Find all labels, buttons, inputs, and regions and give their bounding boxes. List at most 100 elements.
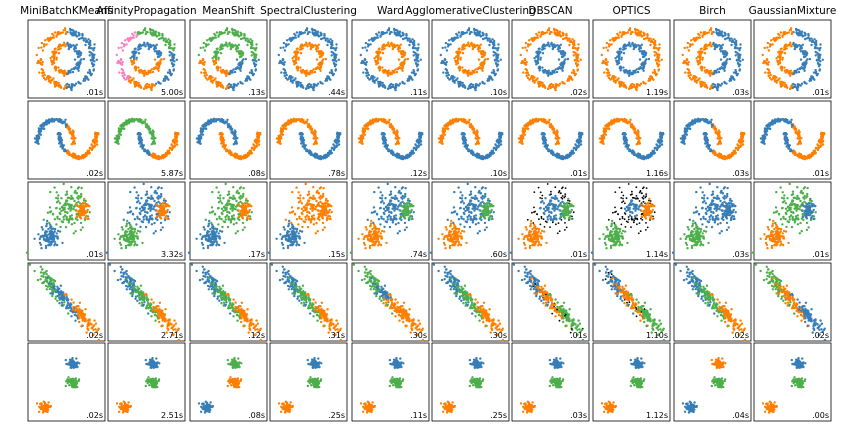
data-point	[535, 32, 538, 36]
data-point	[540, 48, 544, 51]
data-point	[64, 32, 68, 36]
data-point	[633, 46, 636, 49]
data-point	[497, 46, 500, 50]
data-point	[313, 137, 316, 140]
data-point	[722, 55, 726, 59]
data-point	[149, 29, 152, 32]
data-point	[548, 45, 551, 48]
data-point	[235, 58, 239, 61]
data-point	[798, 44, 801, 47]
data-point	[239, 80, 242, 84]
data-point	[621, 48, 625, 51]
data-point	[93, 141, 96, 145]
data-point	[548, 85, 551, 88]
data-point	[42, 45, 46, 48]
data-point	[401, 80, 404, 84]
data-point	[558, 47, 561, 50]
data-point	[709, 41, 712, 44]
data-point	[45, 43, 48, 46]
data-point	[56, 48, 60, 51]
data-point	[495, 62, 498, 65]
data-point	[719, 58, 723, 61]
data-point	[489, 75, 492, 79]
data-point	[152, 135, 155, 138]
data-point	[521, 46, 524, 50]
data-point	[157, 80, 160, 84]
data-point	[145, 31, 148, 34]
data-point	[72, 44, 75, 47]
data-point	[67, 69, 70, 73]
data-point	[606, 74, 609, 77]
data-point	[306, 118, 309, 122]
data-point	[408, 43, 411, 47]
data-point	[228, 72, 231, 76]
data-point	[576, 69, 579, 72]
data-point	[234, 29, 237, 32]
data-point	[447, 39, 451, 42]
data-point	[151, 34, 154, 37]
data-point	[132, 36, 135, 39]
data-point	[704, 44, 707, 47]
data-point	[657, 56, 660, 59]
data-point	[417, 43, 420, 46]
data-point	[313, 34, 316, 37]
data-point	[207, 119, 210, 122]
data-point	[460, 48, 464, 51]
data-point	[233, 70, 237, 74]
data-point	[481, 53, 484, 56]
data-point	[718, 31, 721, 35]
data-point	[461, 66, 464, 69]
data-point	[237, 43, 240, 46]
data-point	[173, 53, 176, 56]
data-point	[472, 46, 475, 49]
data-point	[780, 47, 783, 50]
data-point	[417, 53, 420, 56]
data-point	[634, 71, 637, 74]
data-point	[54, 83, 57, 87]
data-point	[219, 119, 223, 123]
data-point	[239, 156, 243, 159]
data-point	[795, 29, 798, 32]
data-point	[144, 118, 147, 122]
data-point	[627, 29, 631, 32]
data-point	[561, 65, 565, 68]
cluster-panel: .08s	[189, 100, 268, 180]
data-point	[764, 61, 767, 64]
data-point	[403, 82, 406, 85]
data-point	[121, 49, 125, 52]
data-point	[291, 38, 294, 41]
data-point	[216, 118, 219, 121]
data-point	[795, 71, 798, 74]
data-point	[319, 53, 322, 56]
data-point	[797, 70, 801, 74]
data-point	[88, 54, 91, 57]
data-point	[622, 52, 626, 55]
data-point	[79, 61, 82, 64]
data-point	[786, 31, 789, 35]
data-point	[810, 43, 813, 47]
data-point	[74, 34, 78, 37]
data-point	[59, 133, 62, 136]
data-point	[337, 58, 340, 61]
data-point	[140, 31, 143, 35]
data-point	[82, 39, 86, 42]
data-point	[139, 133, 142, 136]
data-point	[302, 31, 305, 35]
data-point	[798, 31, 801, 35]
data-point	[655, 51, 658, 55]
data-point	[775, 57, 778, 60]
data-point	[441, 46, 444, 50]
data-point	[118, 71, 121, 74]
data-point	[645, 58, 648, 61]
data-point	[378, 69, 381, 72]
data-point	[541, 66, 544, 69]
data-point	[614, 38, 617, 41]
data-point	[419, 58, 422, 61]
data-point	[389, 31, 392, 34]
data-point	[203, 74, 206, 77]
data-point	[283, 49, 287, 52]
data-point	[729, 79, 733, 82]
data-point	[681, 53, 684, 57]
data-point	[216, 69, 219, 72]
data-point	[88, 146, 92, 149]
